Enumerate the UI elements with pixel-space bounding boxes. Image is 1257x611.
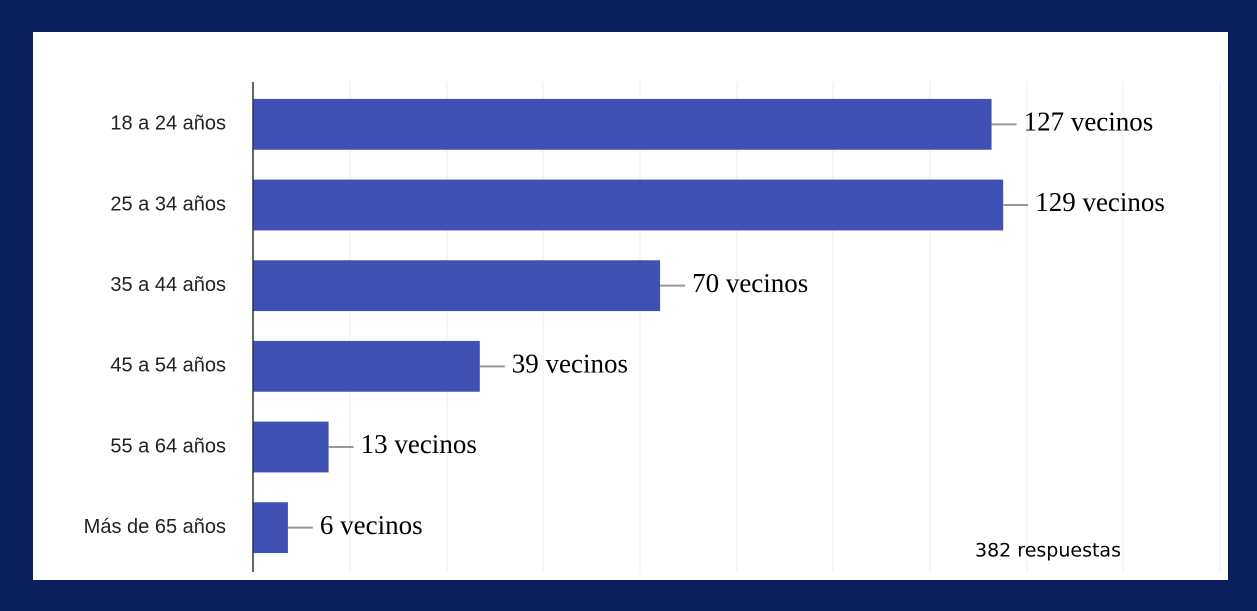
bar — [253, 260, 661, 312]
y-tick-label: 18 a 24 años — [110, 113, 226, 135]
y-tick-label: 45 a 54 años — [110, 355, 226, 377]
value-label: 129 vecinos — [1035, 187, 1165, 217]
grid — [349, 82, 1221, 572]
y-tick-label: 35 a 44 años — [110, 274, 226, 296]
bar — [253, 502, 288, 554]
bar — [253, 340, 480, 392]
value-label: 39 vecinos — [512, 349, 628, 379]
value-label: 6 vecinos — [320, 510, 423, 540]
y-tick-label: 25 a 34 años — [110, 193, 226, 215]
value-label: 70 vecinos — [692, 268, 808, 298]
bar — [253, 179, 1004, 231]
annotation: 382 respuestas — [975, 540, 1121, 562]
y-tick-label: 55 a 64 años — [110, 435, 226, 457]
value-label: 127 vecinos — [1024, 107, 1154, 137]
y-tick-label: Más de 65 años — [84, 516, 226, 538]
value-label: 13 vecinos — [361, 429, 477, 459]
bar — [253, 98, 992, 150]
bar — [253, 421, 329, 473]
